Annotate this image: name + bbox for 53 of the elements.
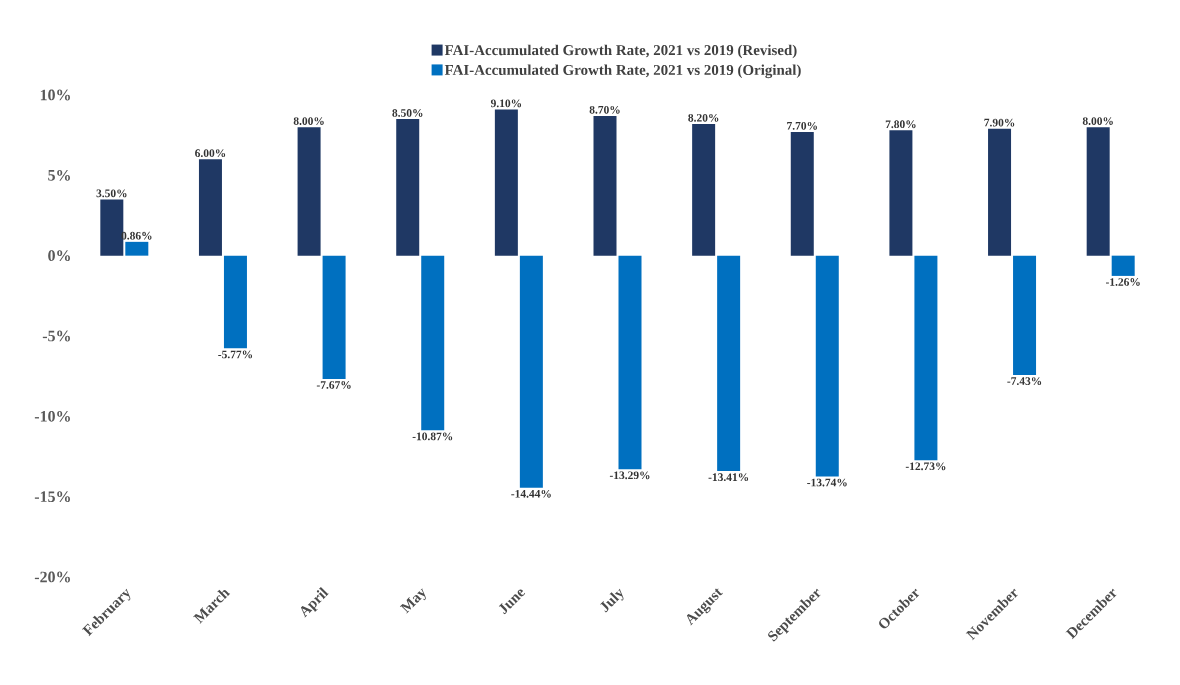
data-label: 7.80%: [885, 120, 916, 129]
y-tick-label: -10%: [34, 410, 70, 422]
data-label: -14.44%: [511, 489, 551, 498]
x-tick-label: July: [600, 588, 624, 613]
bar: [988, 128, 1012, 256]
data-label: 8.70%: [589, 105, 620, 114]
bar: [198, 159, 222, 256]
data-label: -12.73%: [905, 462, 946, 471]
bar: [421, 255, 445, 431]
data-label: 9.10%: [490, 99, 522, 108]
data-label: -13.41%: [708, 473, 749, 482]
data-label: 7.70%: [787, 121, 817, 130]
data-label: 8.00%: [293, 117, 324, 125]
data-label: 3.50%: [96, 189, 127, 198]
bar: [790, 131, 814, 256]
legend-label: FAI-Accumulated Growth Rate, 2021 vs 2019 (Revised): [444, 44, 797, 59]
bar: [1086, 127, 1110, 256]
data-label: -10.87%: [412, 432, 453, 441]
x-tick-label: June: [498, 589, 526, 615]
data-label: 8.20%: [688, 113, 719, 122]
bar: [914, 255, 938, 461]
data-label: 8.50%: [392, 109, 423, 117]
bar: [815, 255, 839, 477]
bar: [297, 127, 321, 256]
data-label: 6.00%: [195, 149, 226, 158]
y-tick-label: 5%: [48, 169, 70, 181]
y-tick-label: 0%: [48, 250, 70, 262]
bar: [223, 255, 247, 349]
y-tick-label: 10%: [40, 89, 70, 101]
y-tick-label: -5%: [42, 330, 70, 342]
data-label: 7.90%: [984, 118, 1015, 127]
bar: [889, 130, 913, 256]
bar: [519, 255, 543, 488]
data-label: -13.29%: [609, 471, 650, 480]
data-label: -7.43%: [1007, 377, 1042, 386]
bar: [692, 123, 716, 256]
data-label: -7.67%: [316, 381, 351, 389]
bar: [322, 255, 346, 379]
legend-label: FAI-Accumulated Growth Rate, 2021 vs 2019 (Original): [444, 64, 801, 79]
bar: [1111, 255, 1135, 276]
bar: [396, 119, 420, 256]
bar: [125, 241, 149, 256]
data-label: 8.00%: [1082, 117, 1113, 125]
y-tick-label: -15%: [34, 491, 70, 503]
data-label: -1.26%: [1105, 278, 1140, 286]
bar: [618, 255, 642, 470]
data-label: -13.74%: [807, 478, 847, 487]
data-label: -5.77%: [218, 350, 253, 359]
bar: [1013, 255, 1037, 376]
y-tick-label: -20%: [34, 571, 70, 583]
bar: [593, 115, 617, 256]
bar: [494, 109, 518, 256]
bar: [717, 255, 741, 472]
